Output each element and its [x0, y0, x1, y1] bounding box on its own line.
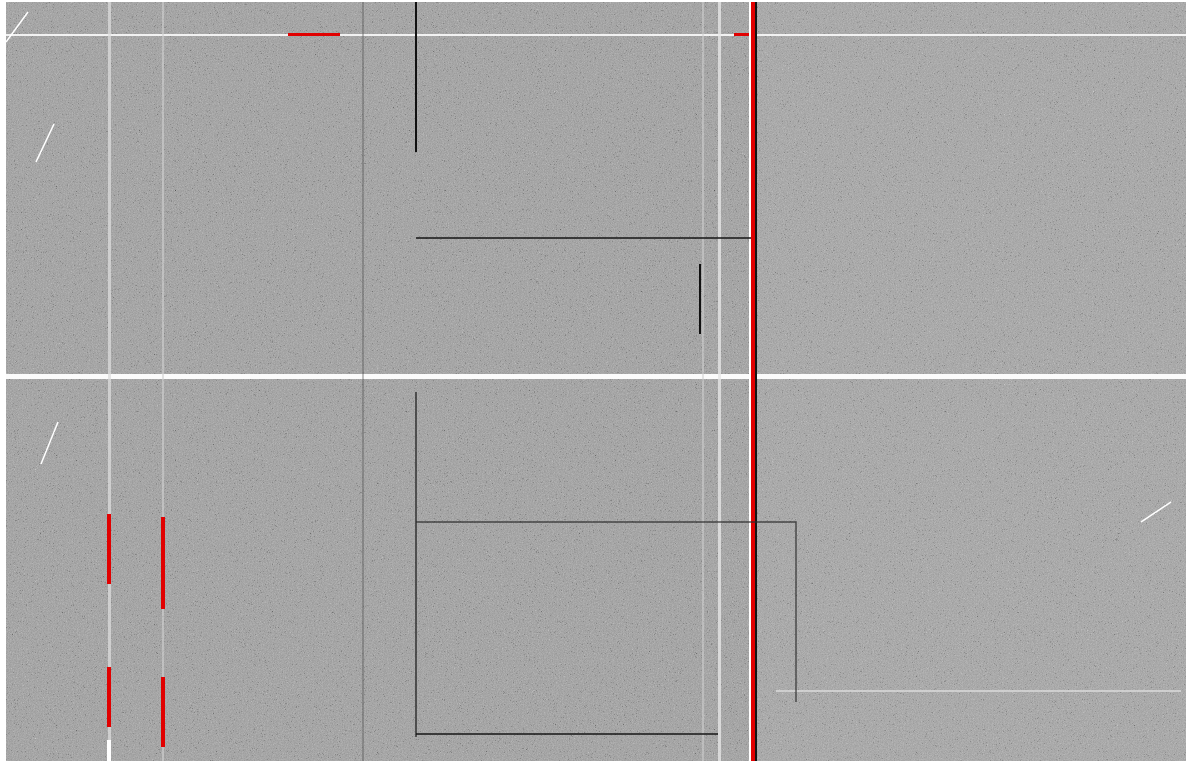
bright-column-4 — [702, 2, 704, 761]
detector-image — [6, 2, 1186, 761]
red-flag-top-1 — [288, 33, 340, 36]
diagonal-streak-4 — [1140, 501, 1172, 523]
red-flagged-column-d — [161, 677, 165, 747]
red-flagged-column-c — [107, 667, 111, 727]
bright-column-2 — [162, 2, 164, 761]
dark-column-4 — [362, 2, 364, 761]
dark-outline-lower — [416, 521, 797, 702]
dark-column-2 — [415, 392, 417, 737]
bright-column-1 — [108, 2, 111, 761]
bright-column-tail — [107, 740, 111, 761]
red-flag-top-2 — [734, 33, 752, 36]
bright-row-middle — [6, 374, 1186, 379]
right-band — [758, 2, 1186, 761]
diagonal-streak-2 — [35, 123, 55, 163]
diagonal-streak-3 — [40, 421, 59, 465]
dark-column-3 — [699, 264, 701, 334]
bright-row-top — [6, 34, 1186, 36]
detector-hot-pixels — [6, 2, 1186, 761]
dark-edge-column — [755, 2, 757, 761]
dark-column-1 — [415, 2, 417, 152]
red-flagged-column-b — [161, 517, 165, 609]
faint-row-lower-right — [776, 690, 1181, 692]
red-flagged-column-a — [107, 514, 111, 584]
diagonal-streak-1 — [6, 11, 29, 43]
bright-column-3 — [718, 2, 721, 761]
red-flagged-column-main — [751, 2, 755, 761]
